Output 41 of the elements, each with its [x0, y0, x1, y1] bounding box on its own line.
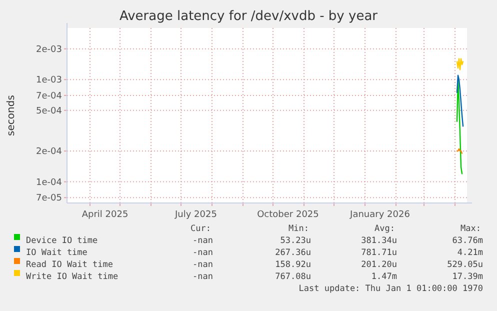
text: 381.34u [361, 236, 397, 246]
x-tick-label: July 2025 [174, 210, 217, 220]
text: 267.36u [275, 248, 311, 258]
text: -nan [192, 236, 213, 246]
text: 781.71u [361, 248, 397, 258]
text: -nan [192, 272, 213, 282]
line-series [456, 79, 463, 174]
y-axis-title: seconds [6, 95, 17, 136]
text: -nan [192, 248, 213, 258]
chart-title: Average latency for /dev/xvdb - by year [119, 9, 378, 24]
legend-label: Read IO Wait time [26, 260, 113, 270]
y-tick-label: 5e-04 [36, 106, 62, 116]
text: 53.23u [280, 236, 311, 246]
x-tick-label: April 2025 [82, 210, 128, 220]
text: 1.47m [371, 272, 397, 282]
text: -nan [192, 260, 213, 270]
legend-label: Device IO time [26, 236, 98, 246]
x-tick-label: October 2025 [257, 210, 319, 220]
line-series [456, 58, 464, 70]
text: Last update: Thu Jan 1 01:00:00 1970 [298, 284, 483, 294]
line-series [456, 74, 464, 127]
text: 17.39m [452, 272, 483, 282]
text: 158.92u [275, 260, 311, 270]
text: 529.05u [447, 260, 483, 270]
y-tick-label: 2e-04 [36, 147, 62, 158]
y-tick-label: 1e-04 [36, 178, 62, 188]
text: 767.08u [275, 272, 311, 282]
y-tick-label: 2e-03 [36, 44, 62, 55]
text: Cur: [190, 224, 211, 234]
x-tick-label: January 2026 [349, 210, 410, 220]
text: Max: [460, 224, 481, 234]
text: 4.21m [457, 248, 483, 258]
text: 201.20u [361, 260, 397, 270]
legend-label: IO Wait time [26, 248, 88, 258]
y-tick-label: 7e-04 [36, 91, 62, 102]
legend-label: Write IO Wait time [26, 272, 118, 282]
y-tick-label: 1e-03 [36, 76, 62, 86]
text: Min: [288, 224, 309, 234]
text: 63.76m [452, 236, 483, 246]
y-tick-label: 7e-05 [36, 194, 62, 204]
text: Avg: [374, 224, 395, 234]
